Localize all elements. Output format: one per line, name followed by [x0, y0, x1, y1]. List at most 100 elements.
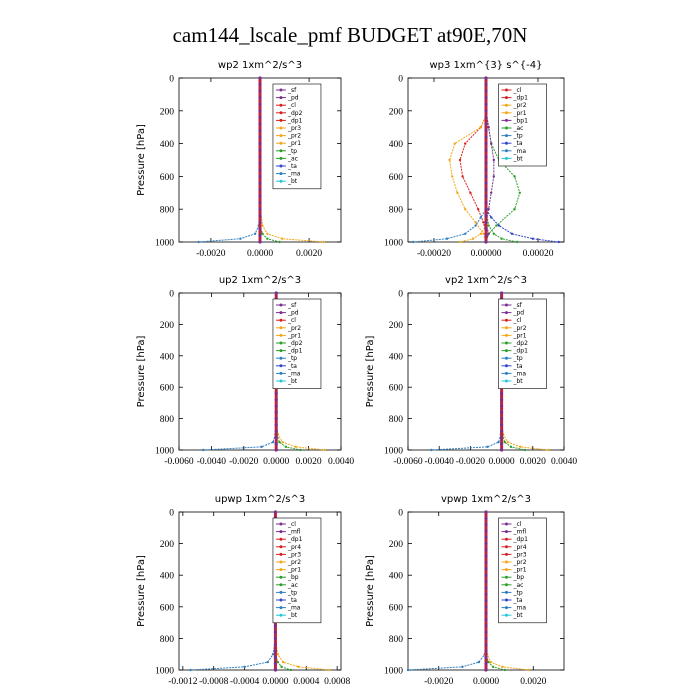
data-point: [484, 115, 488, 119]
y-axis-label: Pressure [hPa]: [136, 124, 147, 196]
data-point: [484, 668, 488, 672]
data-point: [458, 240, 462, 244]
legend-entry: _pr2: [287, 325, 301, 332]
data-point: [464, 142, 467, 145]
data-point: [274, 448, 278, 452]
legend-marker: [504, 356, 508, 360]
legend-marker: [504, 349, 508, 353]
panel-title: wp2 1xm^2/s^3: [218, 60, 302, 71]
legend-entry: _ac: [512, 582, 523, 589]
figure-title: cam144_lscale_pmf BUDGET at90E,70N: [173, 23, 528, 47]
legend-marker: [279, 598, 283, 602]
legend-entry: _ta: [512, 597, 522, 604]
data-point: [273, 510, 278, 514]
legend-marker: [279, 111, 283, 115]
data-point: [484, 227, 488, 231]
legend-marker: [279, 164, 283, 168]
data-point: [484, 214, 488, 218]
legend-entry: _tp: [512, 589, 522, 596]
data-point: [491, 665, 495, 669]
data-point: [274, 398, 278, 402]
legend-marker: [504, 552, 508, 556]
y-axis-label: Pressure [hPa]: [365, 336, 376, 408]
x-tick-label: 0.0000: [262, 677, 288, 687]
legend-marker: [279, 575, 283, 579]
legend-entry: _cl: [512, 317, 521, 324]
data-point: [258, 102, 262, 106]
data-point: [322, 240, 326, 244]
legend-entry: _bt: [287, 378, 298, 385]
data-point: [484, 662, 488, 666]
data-point: [281, 440, 284, 444]
y-tick-label: 0: [169, 75, 174, 85]
legend-marker: [279, 537, 283, 541]
legend-entry: _dp1: [287, 117, 303, 124]
panel-title: up2 1xm^2/s^3: [219, 275, 301, 286]
data-point: [484, 135, 488, 139]
data-point: [274, 423, 278, 427]
legend-marker: [504, 311, 508, 315]
legend-entry: _ta: [287, 363, 297, 370]
x-tick-label: 0.0020: [296, 457, 322, 467]
data-point: [500, 398, 504, 402]
y-tick-label: 600: [389, 173, 404, 183]
y-axis-label: Pressure [hPa]: [365, 555, 376, 627]
data-point: [274, 410, 278, 414]
legend-entry: _dp2: [287, 110, 303, 117]
legend-entry: _cl: [287, 521, 296, 528]
legend-entry: _pr1: [287, 567, 301, 574]
data-point: [273, 662, 278, 666]
data-point: [497, 440, 500, 444]
data-point: [461, 175, 464, 178]
legend-entry: _pr2: [512, 325, 526, 332]
data-point: [484, 649, 488, 653]
data-point: [458, 158, 462, 162]
legend-marker: [279, 333, 283, 337]
legend-marker: [504, 126, 508, 130]
data-point: [278, 240, 281, 244]
x-tick-label: -0.0060: [393, 457, 423, 467]
y-tick-label: 200: [389, 540, 404, 550]
data-point: [484, 636, 488, 641]
legend-marker: [504, 545, 508, 549]
data-point: [557, 240, 560, 244]
data-point: [510, 232, 514, 235]
legend-marker: [279, 552, 283, 556]
data-point: [484, 207, 488, 211]
legend-entry: _pd: [512, 310, 524, 317]
data-point: [328, 668, 331, 672]
legend-entry: _pr2: [287, 133, 301, 140]
legend-entry: _dp2: [512, 340, 528, 347]
legend-entry: _ta: [512, 363, 522, 370]
data-point: [490, 216, 493, 219]
legend-marker: [504, 371, 508, 375]
data-point: [258, 109, 262, 113]
data-point: [484, 240, 488, 244]
legend-entry: _pr1: [512, 332, 526, 339]
legend-entry: _dp1: [512, 536, 528, 543]
x-tick-label: -0.0004: [230, 677, 260, 687]
data-point: [492, 158, 495, 162]
y-tick-label: 1000: [384, 667, 403, 677]
legend-entry: _bp: [512, 574, 524, 581]
legend-marker: [504, 583, 508, 587]
legend-marker: [504, 613, 508, 617]
legend-entry: _pr4: [512, 544, 526, 551]
legend-entry: _ma: [512, 148, 526, 155]
legend-marker: [279, 149, 283, 153]
data-point: [273, 668, 278, 672]
legend-entry: _ta: [512, 140, 522, 147]
legend-entry: _tp: [287, 148, 297, 155]
data-point: [527, 668, 530, 672]
data-point: [484, 542, 488, 546]
data-point: [484, 655, 488, 659]
data-point: [547, 448, 550, 452]
data-point: [484, 96, 488, 100]
y-tick-label: 800: [160, 206, 175, 216]
legend-entry: _mfl: [512, 529, 526, 536]
plot-frame: [407, 292, 565, 451]
data-point: [500, 435, 504, 440]
